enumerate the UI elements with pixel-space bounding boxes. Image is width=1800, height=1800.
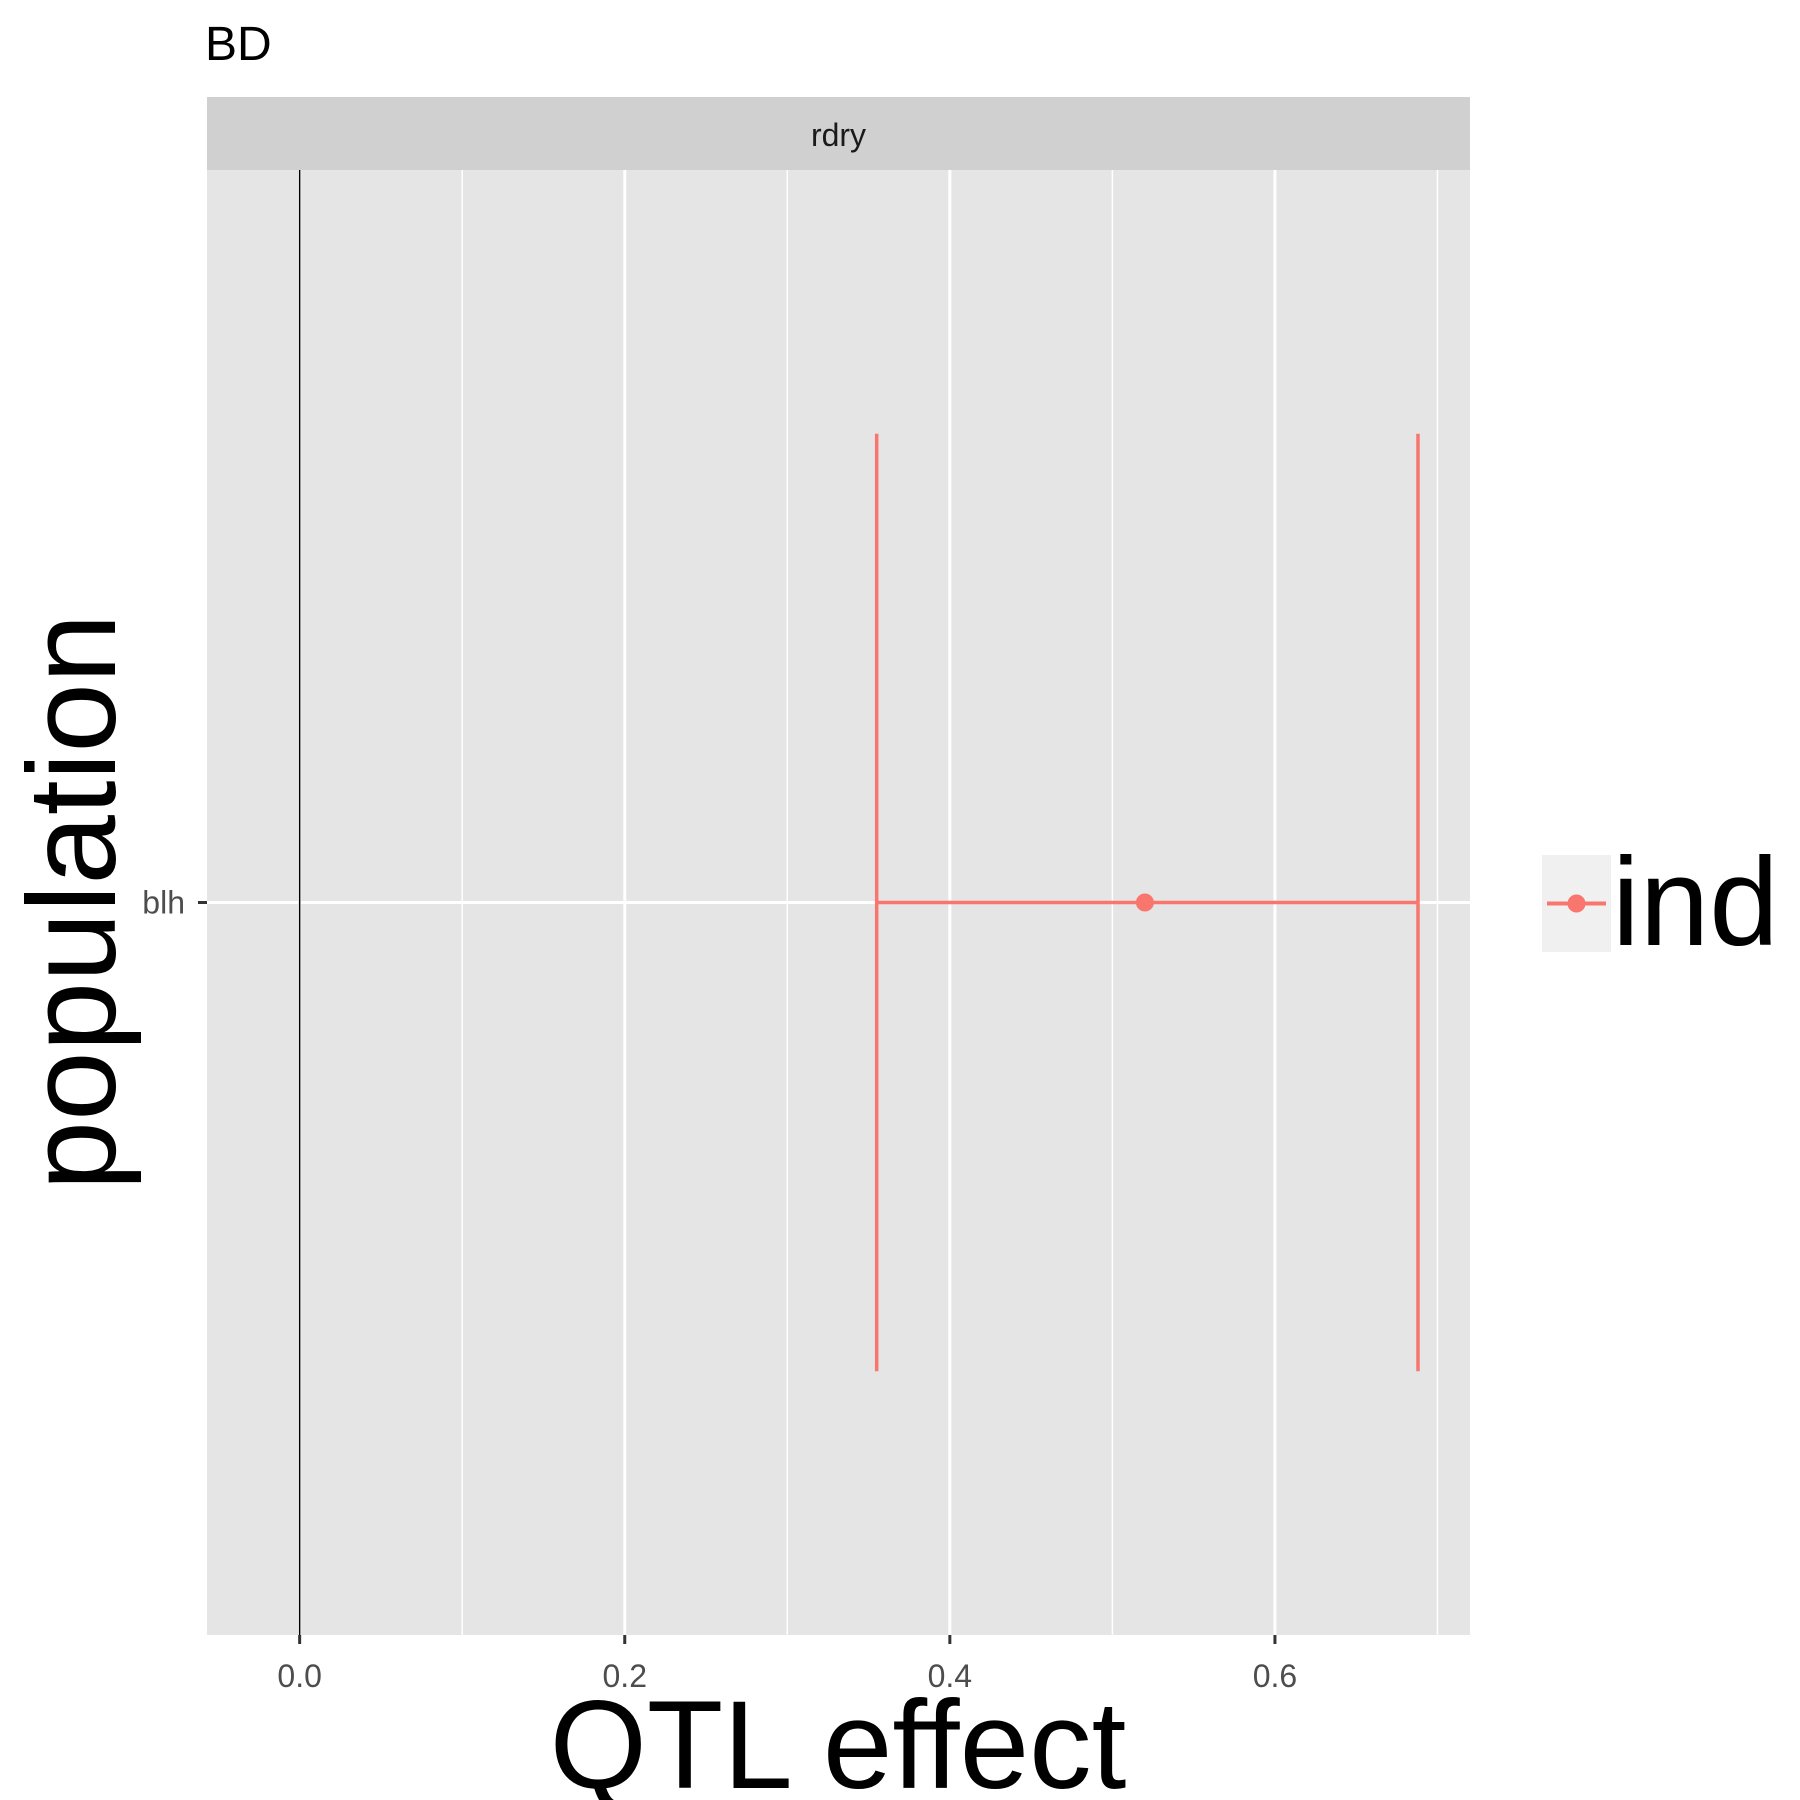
facet-strip [207, 97, 1470, 170]
y-axis: blh [142, 885, 207, 921]
y-tick-label: blh [142, 885, 185, 921]
x-tick-label: 0.2 [603, 1658, 647, 1694]
facet-strip-label: rdry [811, 117, 866, 153]
x-axis: 0.0 0.2 0.4 0.6 [277, 1635, 1297, 1694]
x-tick-label: 0.0 [277, 1658, 321, 1694]
chart-title: BD [205, 18, 272, 71]
estimate-point [1135, 893, 1154, 912]
y-axis-title: population [3, 614, 142, 1191]
legend: ind [1542, 833, 1779, 972]
data-marks [874, 433, 1420, 1372]
legend-key-point [1567, 894, 1586, 913]
x-tick-label: 0.4 [928, 1658, 972, 1694]
x-axis-title: QTL effect [550, 1676, 1127, 1800]
legend-label-ind: ind [1612, 833, 1779, 972]
x-tick-label: 0.6 [1253, 1658, 1297, 1694]
